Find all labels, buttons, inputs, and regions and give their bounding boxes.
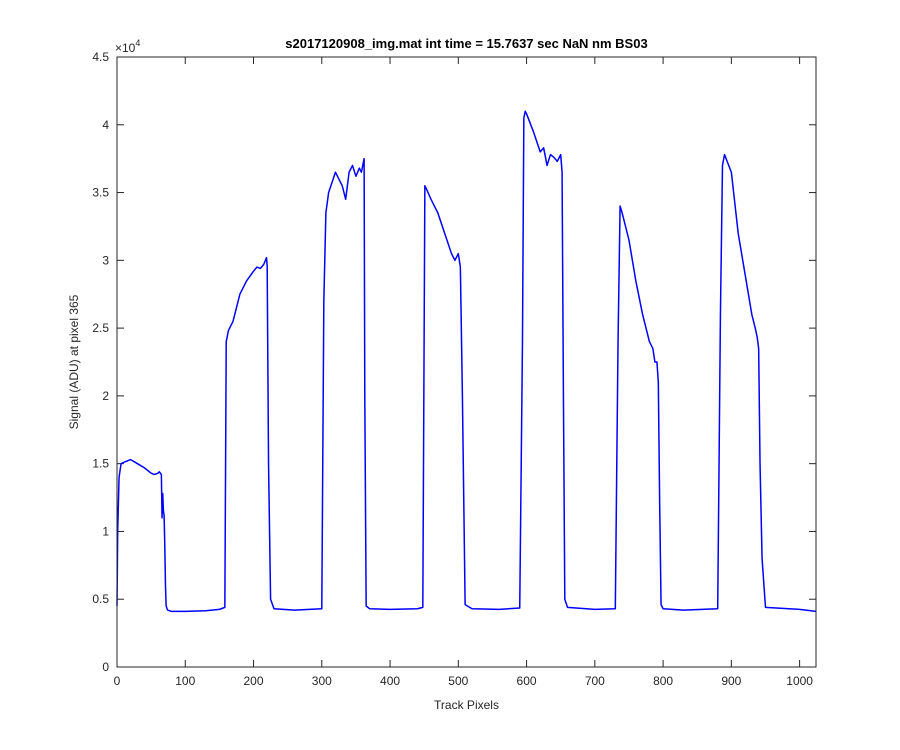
x-tick-label: 0 — [114, 674, 121, 688]
x-tick-label: 100 — [175, 674, 195, 688]
y-tick-label: 4 — [102, 118, 109, 132]
series-line — [116, 110, 817, 613]
plot-frame — [116, 56, 817, 668]
x-tick-label: 400 — [380, 674, 400, 688]
y-tick-label: 3 — [102, 253, 109, 267]
y-tick-label: 2.5 — [92, 321, 109, 335]
x-tick-label: 800 — [653, 674, 673, 688]
x-tick-label: 300 — [312, 674, 332, 688]
y-tick-label: 4.5 — [92, 50, 109, 64]
x-axis-label: Track Pixels — [434, 698, 499, 712]
y-tick-label: 1 — [102, 524, 109, 538]
y-tick-label: 1.5 — [92, 457, 109, 471]
x-tick-label: 500 — [448, 674, 468, 688]
x-tick-label: 200 — [244, 674, 264, 688]
x-tick-label: 900 — [721, 674, 741, 688]
axis-ticks — [116, 56, 816, 668]
axis-tick-labels: 0 100 200 300 400 500 600 700 800 900 1000 0 0.5 1 1.5… — [92, 50, 813, 688]
y-tick-label: 3.5 — [92, 186, 109, 200]
x-tick-label: 1000 — [786, 674, 813, 688]
y-tick-label: 0 — [102, 660, 109, 674]
y-axis-exponent: ×104 — [115, 38, 140, 55]
y-tick-label: 2 — [102, 389, 109, 403]
chart-title: s2017120908_img.mat int time = 15.7637 s… — [285, 36, 647, 51]
x-tick-label: 700 — [585, 674, 605, 688]
plot-area — [117, 57, 816, 667]
y-tick-label: 0.5 — [92, 592, 109, 606]
y-axis-label: Signal (ADU) at pixel 365 — [67, 294, 81, 429]
x-tick-label: 600 — [517, 674, 537, 688]
